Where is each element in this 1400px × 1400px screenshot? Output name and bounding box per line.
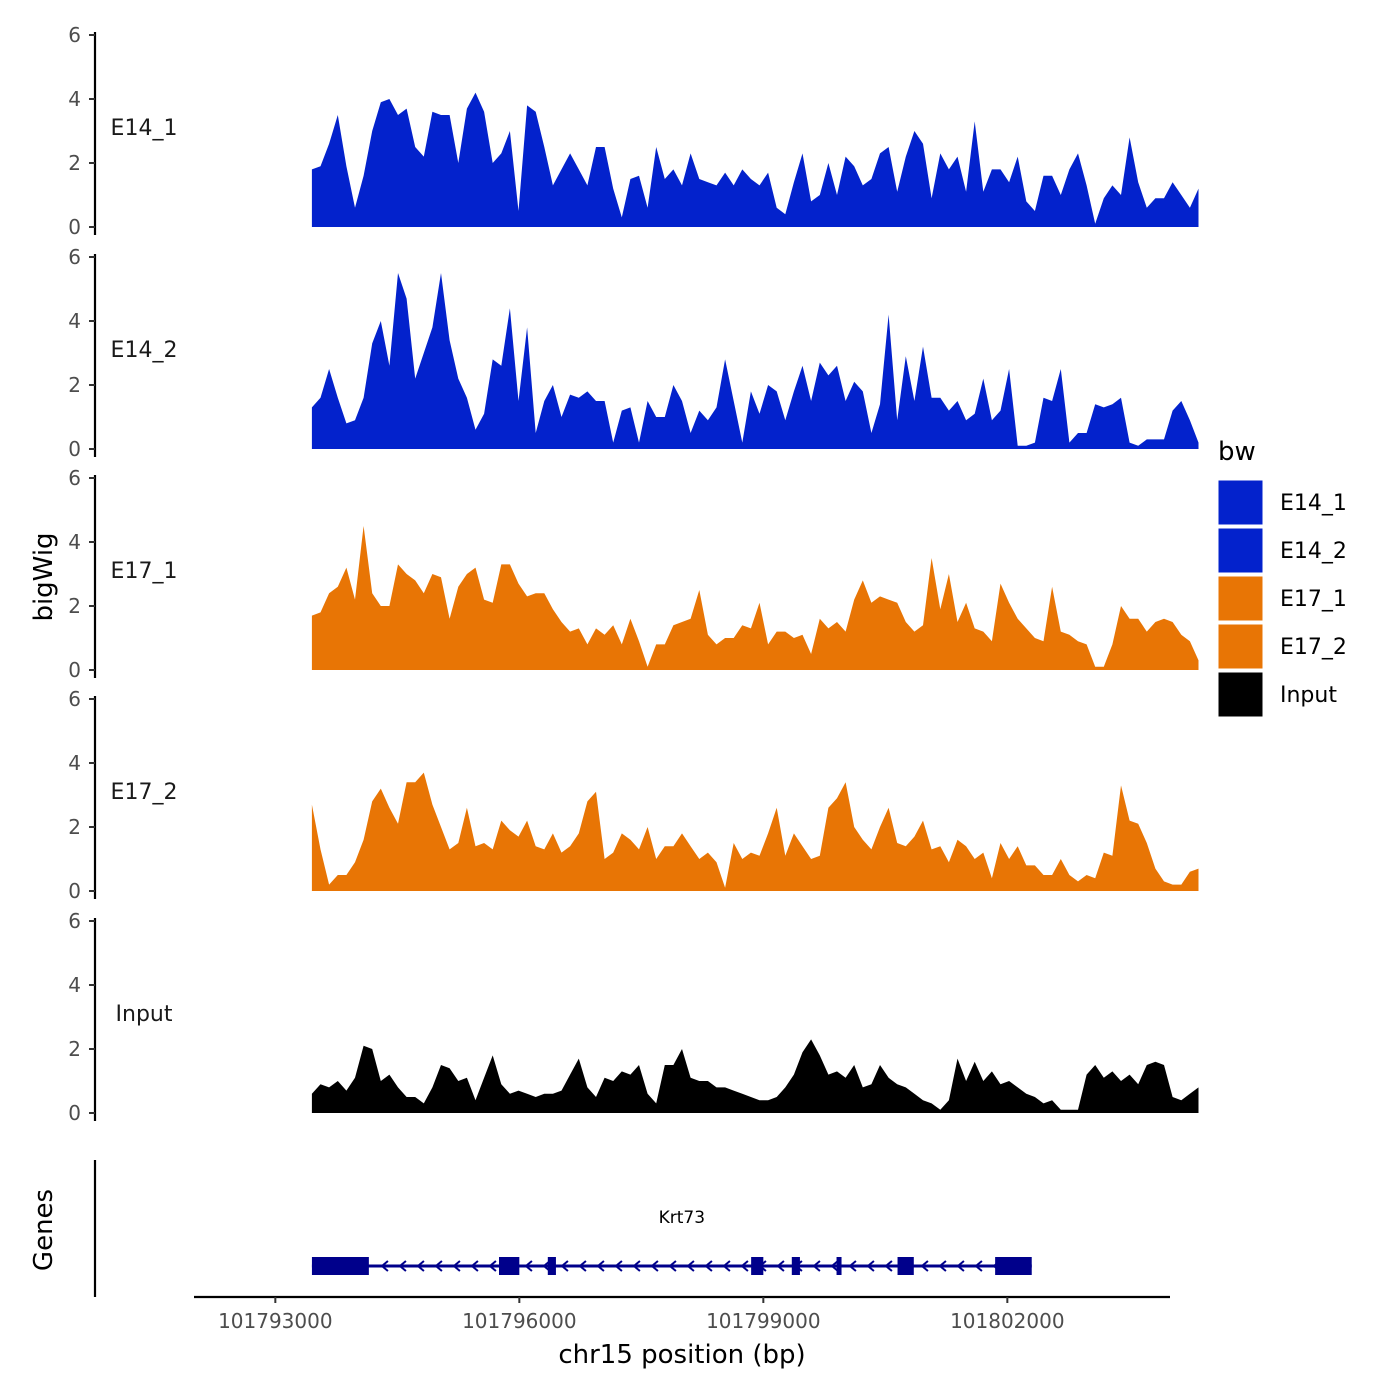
- tracks-layer: 0 2 4 6 E14_1 0 2 4 6 E14_2 0 2 4 6 E17_1 0 2 4 6 E17_2 0 2 4 6…: [68, 23, 1199, 1125]
- strand-arrow: [614, 1260, 623, 1272]
- legend-label-e17_2: E17_2: [1280, 635, 1347, 660]
- y-tick-label: 4: [68, 973, 81, 997]
- strand-arrow: [416, 1260, 425, 1272]
- strand-arrow: [578, 1260, 587, 1272]
- gene-exon: [995, 1257, 1032, 1275]
- strand-arrow: [632, 1260, 641, 1272]
- gene-exon: [791, 1257, 800, 1275]
- legend-title: bw: [1218, 437, 1256, 467]
- track-label: E14_1: [111, 116, 178, 141]
- strand-arrow: [866, 1260, 875, 1272]
- track-label: E17_1: [111, 559, 178, 584]
- strand-arrow: [434, 1260, 443, 1272]
- legend-label-input: Input: [1280, 683, 1337, 708]
- gene-exon: [547, 1257, 556, 1275]
- coverage-area-e17_2: [311, 772, 1199, 891]
- strand-arrow: [704, 1260, 713, 1272]
- gene-model-krt73: Krt73: [311, 1208, 1032, 1275]
- track-panel-e14_1: 0 2 4 6 E14_1: [68, 23, 1199, 239]
- track-label: Input: [116, 1002, 173, 1027]
- gene-exon: [311, 1257, 369, 1275]
- track-panel-input: 0 2 4 6 Input: [68, 909, 1199, 1125]
- strand-arrow: [776, 1260, 785, 1272]
- strand-arrow: [488, 1260, 497, 1272]
- coverage-area-e14_2: [311, 273, 1199, 449]
- y-tick-label: 4: [68, 530, 81, 554]
- legend-swatch-e17_1: [1217, 575, 1264, 622]
- x-tick-label: 101799000: [706, 1309, 821, 1333]
- strand-arrow: [452, 1260, 461, 1272]
- coverage-area-input: [311, 1039, 1199, 1113]
- y-tick-label: 6: [68, 909, 81, 933]
- y-tick-label: 2: [68, 1037, 81, 1061]
- legend-label-e14_2: E14_2: [1280, 539, 1347, 564]
- track-panel-e17_1: 0 2 4 6 E17_1: [68, 466, 1199, 682]
- strand-arrow: [650, 1260, 659, 1272]
- coverage-area-e17_1: [311, 526, 1199, 670]
- strand-arrow: [974, 1260, 983, 1272]
- strand-arrow: [830, 1260, 839, 1272]
- legend-swatch-e17_2: [1217, 623, 1264, 670]
- strand-arrow: [686, 1260, 695, 1272]
- strand-arrow: [722, 1260, 731, 1272]
- strand-arrow: [560, 1260, 569, 1272]
- y-tick-label: 6: [68, 687, 81, 711]
- x-tick-label: 101793000: [218, 1309, 333, 1333]
- gene-name-label: Krt73: [659, 1208, 705, 1228]
- strand-arrow: [956, 1260, 965, 1272]
- gene-exon: [836, 1257, 842, 1275]
- genes-panel: Krt73 101793000 101796000 101799000 10180200…: [93, 1160, 1170, 1333]
- legend-label-e17_1: E17_1: [1280, 587, 1347, 612]
- gene-exon: [897, 1257, 914, 1275]
- strand-arrow: [812, 1260, 821, 1272]
- strand-arrow: [920, 1260, 929, 1272]
- y-axis-title: bigWig: [29, 532, 59, 621]
- legend-label-e14_1: E14_1: [1280, 491, 1347, 516]
- coverage-area-e14_1: [311, 92, 1199, 227]
- y-tick-label: 0: [68, 437, 81, 461]
- strand-arrow: [470, 1260, 479, 1272]
- x-axis-title: chr15 position (bp): [558, 1340, 805, 1370]
- track-label: E14_2: [111, 338, 178, 363]
- gene-exon: [751, 1257, 764, 1275]
- legend-swatch-e14_2: [1217, 527, 1264, 574]
- y-tick-label: 0: [68, 879, 81, 903]
- y-tick-label: 2: [68, 373, 81, 397]
- y-tick-label: 4: [68, 87, 81, 111]
- legend-swatch-e14_1: [1217, 479, 1264, 526]
- strand-arrow: [398, 1260, 407, 1272]
- strand-arrow: [596, 1260, 605, 1272]
- track-panel-e17_2: 0 2 4 6 E17_2: [68, 687, 1199, 903]
- track-label: E17_2: [111, 780, 178, 805]
- y-tick-label: 6: [68, 23, 81, 47]
- genes-axis-title: Genes: [29, 1189, 59, 1271]
- x-tick-label: 101796000: [462, 1309, 577, 1333]
- gene-exon: [499, 1257, 520, 1275]
- y-tick-label: 0: [68, 658, 81, 682]
- strand-arrow: [380, 1260, 389, 1272]
- y-tick-label: 0: [68, 1101, 81, 1125]
- y-tick-label: 4: [68, 309, 81, 333]
- strand-arrow: [884, 1260, 893, 1272]
- strand-arrow: [848, 1260, 857, 1272]
- y-tick-label: 2: [68, 151, 81, 175]
- y-tick-label: 6: [68, 245, 81, 269]
- track-panel-e14_2: 0 2 4 6 E14_2: [68, 245, 1199, 461]
- y-tick-label: 2: [68, 815, 81, 839]
- strand-arrow: [668, 1260, 677, 1272]
- y-tick-label: 2: [68, 594, 81, 618]
- legend-swatch-input: [1217, 671, 1264, 718]
- strand-arrow: [938, 1260, 947, 1272]
- strand-arrow: [740, 1260, 749, 1272]
- strand-arrow: [524, 1260, 533, 1272]
- legend: bw E14_1 E14_2 E17_1 E17_2 Input: [1217, 437, 1347, 718]
- x-tick-label: 101802000: [950, 1309, 1065, 1333]
- y-tick-label: 4: [68, 751, 81, 775]
- y-tick-label: 6: [68, 466, 81, 490]
- y-tick-label: 0: [68, 215, 81, 239]
